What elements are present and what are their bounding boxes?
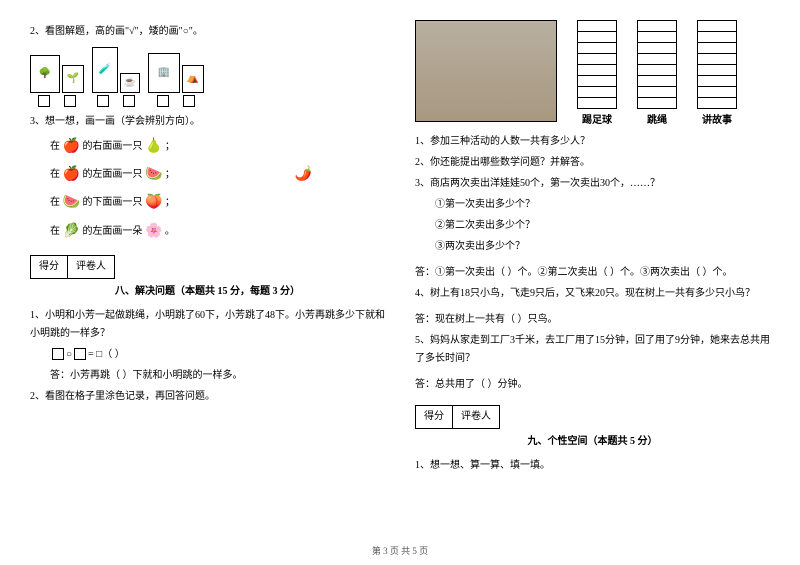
r5: 5、妈妈从家走到工厂3千米，去工厂用了15分钟，回了用了9分钟，她来去总共用了多… [415, 332, 770, 368]
r4: 4、树上有18只小鸟，飞走9只后，又飞来20只。现在树上一共有多少只小鸟？ [415, 285, 770, 303]
section-8-title: 八、解决问题（本题共 15 分，每题 3 分） [30, 283, 385, 301]
left-column: 2、看图解题，高的画"√"，矮的画"○"。 🌳🌱 🧪☕ 🏢⛺ 3、想一想，画一画… [30, 20, 385, 478]
chart-label-2: 跳绳 [647, 112, 667, 130]
radish-icon: 🌶️ [295, 162, 312, 187]
activity-photo [415, 20, 557, 122]
pear-icon: 🍐 [145, 134, 162, 159]
r3ans: 答：①第一次卖出（ ）个。②第二次卖出（ ）个。③两次卖出（ ）个。 [415, 264, 770, 282]
r1: 1、参加三种活动的人数一共有多少人？ [415, 133, 770, 151]
section-9-title: 九、个性空间（本题共 5 分） [415, 433, 770, 451]
grader-label: 评卷人 [68, 256, 114, 278]
r3c: ③两次卖出多少个？ [435, 238, 770, 256]
score-label: 得分 [416, 406, 453, 428]
apple-icon: 🍎 [63, 162, 80, 187]
p1-ans: 答：小芳再跳（ ）下就和小明跳的一样多。 [50, 367, 385, 385]
chart-label-1: 踢足球 [582, 112, 612, 130]
q2-figures: 🌳🌱 🧪☕ 🏢⛺ [30, 47, 385, 107]
tally-chart: 踢足球 跳绳 讲故事 [577, 20, 737, 130]
r3b: ②第二次卖出多少个？ [435, 217, 770, 235]
r4ans: 答：现在树上一共有（ ）只鸟。 [415, 311, 770, 329]
r6: 1、想一想、算一算、填一填。 [415, 457, 770, 475]
q3-r2: 在 🍎 的左面画一只 🍉 ；🌶️ [50, 162, 385, 187]
grader-label: 评卷人 [453, 406, 499, 428]
score-box-2: 得分评卷人 [415, 405, 500, 429]
r2: 2、你还能提出哪些数学问题？并解答。 [415, 154, 770, 172]
chart-label-3: 讲故事 [702, 112, 732, 130]
p1-text: 1、小明和小芳一起做跳绳，小明跳了60下，小芳跳了48下。小芳再跳多少下就和小明… [30, 307, 385, 343]
r3: 3、商店两次卖出洋娃娃50个，第一次卖出30个，……？ [415, 175, 770, 193]
q3-r1: 在 🍎 的右面画一只 🍐 ； [50, 134, 385, 159]
score-box-1: 得分评卷人 [30, 255, 115, 279]
q3-r3: 在 🍉 的下面画一只 🍑 ； [50, 190, 385, 215]
watermelon-icon: 🍉 [63, 190, 80, 215]
apple-icon: 🍎 [63, 134, 80, 159]
watermelon-icon: 🍉 [145, 162, 162, 187]
right-column: 踢足球 跳绳 讲故事 1、参加三种活动的人数一共有多少人？ 2、你还能提出哪些数… [415, 20, 770, 478]
q3-r4: 在 🥬 的左面画一朵 🌸 。 [50, 219, 385, 244]
r3a: ①第一次卖出多少个？ [435, 196, 770, 214]
q3-text: 3、想一想，画一画（学会辨别方向）。 [30, 113, 385, 131]
page-footer: 第 3 页 共 5 页 [0, 544, 800, 557]
flower-icon: 🌸 [145, 219, 162, 244]
p1-eq: ○= □（ ） [50, 346, 385, 364]
score-label: 得分 [31, 256, 68, 278]
chart-row: 踢足球 跳绳 讲故事 [415, 20, 770, 130]
r5ans: 答：总共用了（ ）分钟。 [415, 376, 770, 394]
q2-text: 2、看图解题，高的画"√"，矮的画"○"。 [30, 23, 385, 41]
leaf-icon: 🥬 [63, 219, 80, 244]
peach-icon: 🍑 [145, 190, 162, 215]
p2-text: 2、看图在格子里涂色记录，再回答问题。 [30, 388, 385, 406]
